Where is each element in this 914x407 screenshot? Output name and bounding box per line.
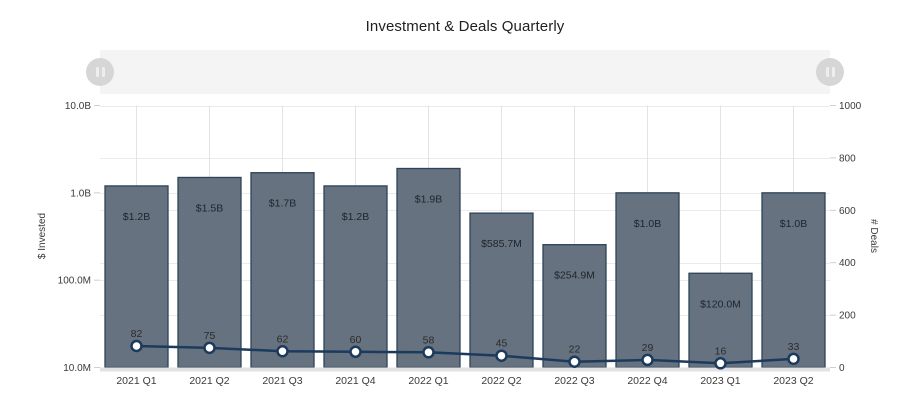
deals-point-2021 Q1[interactable] bbox=[130, 339, 143, 353]
deals-point-2022 Q2[interactable] bbox=[495, 349, 508, 362]
bar-2021 Q2[interactable] bbox=[177, 176, 242, 369]
chart-title: Investment & Deals Quarterly bbox=[365, 18, 565, 35]
grip-icon bbox=[95, 67, 99, 77]
x-axis-label: 2023 Q2 bbox=[773, 375, 813, 387]
bar-2023 Q2[interactable] bbox=[761, 192, 826, 369]
bar-2021 Q4[interactable] bbox=[323, 185, 388, 369]
right-axis-tick-label: 0 bbox=[839, 363, 845, 374]
right-axis-tick-label: 1000 bbox=[839, 101, 862, 112]
deals-point-2021 Q3[interactable] bbox=[276, 345, 289, 358]
x-axis-label: 2022 Q4 bbox=[627, 375, 667, 387]
right-axis-title: # Deals bbox=[868, 219, 879, 253]
bar-2022 Q3[interactable] bbox=[542, 244, 607, 369]
x-axis-label: 2021 Q3 bbox=[262, 375, 302, 387]
left-axis-tick-label: 1.0B bbox=[70, 188, 91, 199]
bar-2021 Q1[interactable] bbox=[104, 185, 169, 369]
bar-2023 Q1[interactable] bbox=[688, 272, 753, 369]
bar-2022 Q4[interactable] bbox=[615, 192, 680, 369]
deals-point-2023 Q2[interactable] bbox=[787, 352, 800, 366]
deals-point-2021 Q4[interactable] bbox=[349, 345, 362, 359]
grip-icon bbox=[831, 67, 835, 77]
x-axis-label: 2021 Q4 bbox=[335, 375, 375, 387]
x-axis-label: 2021 Q2 bbox=[189, 375, 229, 387]
deals-point-2022 Q3[interactable] bbox=[568, 355, 581, 368]
left-axis-tick-label: 10.0B bbox=[65, 101, 91, 112]
bar-2022 Q2[interactable] bbox=[469, 212, 534, 369]
left-axis-title: $ Invested bbox=[37, 213, 48, 259]
right-axis-tick-label: 600 bbox=[839, 206, 856, 217]
bar-2022 Q1[interactable] bbox=[396, 167, 461, 369]
deals-point-2022 Q1[interactable] bbox=[422, 346, 435, 359]
x-axis-label: 2023 Q1 bbox=[700, 375, 740, 387]
range-handle-right[interactable] bbox=[816, 58, 844, 86]
x-axis-label: 2022 Q1 bbox=[408, 375, 448, 387]
deals-point-2023 Q1[interactable] bbox=[714, 357, 727, 370]
right-axis-tick-label: 400 bbox=[839, 258, 856, 269]
grip-icon bbox=[825, 67, 829, 77]
grip-icon bbox=[101, 67, 105, 77]
zoom-range-track[interactable] bbox=[86, 50, 844, 94]
bar-2021 Q3[interactable] bbox=[250, 172, 315, 369]
deals-point-2021 Q2[interactable] bbox=[203, 341, 216, 355]
left-axis-tick-label: 100.0M bbox=[58, 276, 91, 287]
range-handle-left[interactable] bbox=[86, 58, 114, 86]
x-axis-label: 2022 Q3 bbox=[554, 375, 594, 387]
left-axis-tick-label: 10.0M bbox=[63, 363, 91, 374]
deals-point-2022 Q4[interactable] bbox=[641, 353, 654, 367]
right-axis-tick-label: 800 bbox=[839, 153, 856, 164]
x-axis-label: 2022 Q2 bbox=[481, 375, 521, 387]
x-axis-label: 2021 Q1 bbox=[116, 375, 156, 387]
right-axis-tick-label: 200 bbox=[839, 311, 856, 322]
